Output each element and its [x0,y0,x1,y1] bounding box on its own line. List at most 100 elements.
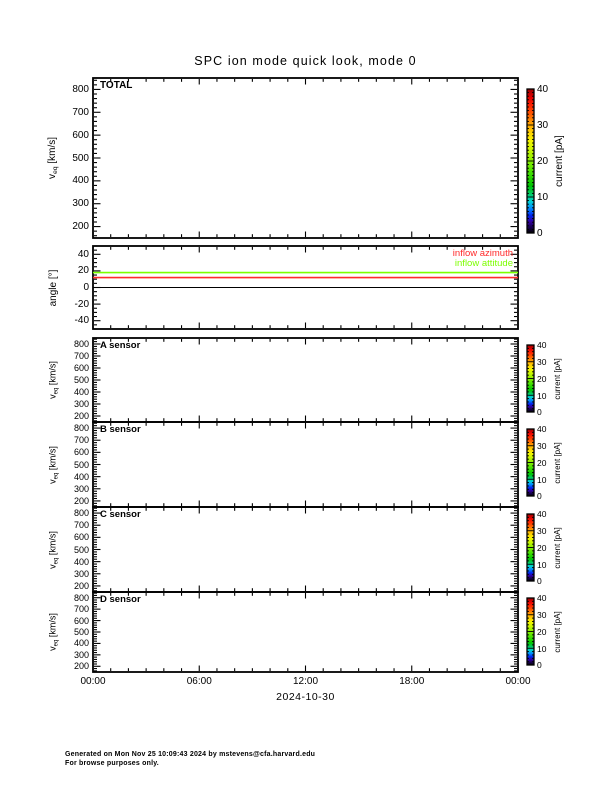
y-tick-label-b: 800 [73,423,89,434]
y-axis-title-c-main: v [47,563,58,569]
x-tick-label: 06:00 [186,676,212,687]
colorbar-title-c-unit: [pA] [553,526,562,544]
y-tick-label-c: 700 [73,520,89,531]
colorbar-tick-label-d: 30 [537,610,547,620]
panel-label-d: D sensor [100,593,141,605]
y-tick-label-a: 700 [73,351,89,361]
colorbar-title-b: current [pA] [553,441,562,483]
x-axis-date-label: 2024-10-30 [276,691,335,703]
y-axis-title-d-sub: eq [52,639,60,647]
panel-angle [92,245,519,330]
y-tick-label-c: 600 [73,532,89,543]
y-tick-label-c: 500 [73,544,89,555]
panel-border-total [92,77,519,239]
y-tick-label-d: 300 [73,649,89,660]
colorbar-tick-label-d: 20 [537,626,547,637]
panel-c [92,506,535,593]
panel-total [92,77,535,239]
colorbar-tick-label-d: 40 [537,593,547,604]
y-tick-label-d: 500 [73,627,89,637]
footer: Generated on Mon Nov 25 10:09:43 2024 by… [65,750,315,768]
y-axis-title-a-main: v [47,394,58,399]
colorbar-tick-label-a: 20 [537,373,547,384]
y-tick-label-b: 300 [73,483,89,494]
panel-a [92,337,535,423]
y-tick-label-total: 600 [72,129,89,141]
colorbar-tick-label-c: 0 [537,576,542,587]
y-tick-label-total: 200 [72,221,89,233]
x-tick-label: 12:00 [292,676,319,687]
y-tick-label-total: 500 [72,152,89,164]
y-tick-label-a: 600 [73,363,89,373]
y-axis-title-angle: angle [°] [48,269,59,306]
colorbar-tick-label-b: 10 [537,474,547,485]
y-tick-label-total: 800 [72,83,89,95]
y-axis-title-c: veq [km/s] [47,531,59,569]
y-axis-title-angle-main: angle [48,281,59,306]
y-tick-label-b: 400 [73,471,89,482]
y-tick-label-angle: 0 [83,282,89,293]
y-tick-label-angle: 40 [77,248,89,260]
x-tick-label: 18:00 [399,676,425,687]
x-tick-label: 00:00 [80,676,106,687]
y-axis-title-b-sub: eq [52,472,60,479]
colorbar-tick-label-c: 30 [537,526,547,536]
y-tick-label-d: 400 [73,638,89,649]
y-tick-label-c: 800 [73,508,89,519]
panel-label-a: A sensor [100,339,141,351]
panel-d [92,591,535,673]
y-axis-title-d-unit: [km/s] [47,613,58,640]
colorbar-title-b-unit: [pA] [553,441,562,459]
y-tick-label-a: 300 [73,399,89,409]
panel-label-b: B sensor [100,423,141,435]
colorbar-tick-label-c: 10 [537,559,547,570]
y-tick-label-a: 400 [73,387,89,397]
legend-item-inflow-azimuth: inflow azimuth [452,248,513,259]
y-tick-label-total: 400 [72,175,89,187]
colorbar-title-total: current [pA] [554,135,565,187]
panel-border-a [92,337,519,423]
y-tick-label-c: 200 [73,580,89,591]
y-tick-label-d: 800 [73,592,89,603]
y-axis-title-total-sub: eq [52,166,60,175]
y-tick-label-a: 500 [73,375,89,385]
y-axis-title-b-main: v [47,478,58,484]
footer-browse-line: For browse purposes only. [65,760,159,767]
y-tick-label-b: 500 [73,459,89,470]
colorbar-title-total-unit: [pA] [554,135,565,156]
colorbar-title-d-main: current [553,627,562,653]
colorbar-title-d-unit: [pA] [553,610,562,628]
colorbar-tick-label-b: 30 [537,441,547,451]
chart-title: SPC ion mode quick look, mode 0 [194,54,417,68]
x-tick-label: 00:00 [505,676,531,687]
colorbar-tick-label-total: 10 [537,191,549,203]
panel-border-d [92,591,519,673]
y-tick-label-a: 200 [73,411,89,421]
panel-border-c [92,506,519,593]
y-tick-label-b: 600 [73,447,89,458]
panel-border-b [92,421,519,508]
y-axis-title-total-unit: [km/s] [47,136,59,167]
colorbar-title-a-unit: [pA] [553,357,562,375]
colorbar-title-a: current [pA] [553,357,562,399]
y-tick-label-total: 700 [72,106,89,118]
y-tick-label-c: 300 [73,568,89,579]
y-axis-title-b-unit: [km/s] [47,445,58,473]
panel-b [92,421,535,508]
colorbar-tick-label-d: 10 [537,643,547,654]
footer-generated-line: Generated on Mon Nov 25 10:09:43 2024 by… [65,751,316,758]
colorbar-tick-label-total: 40 [537,83,549,95]
y-axis-title-a: veq [km/s] [47,361,59,399]
y-axis-title-d: veq [km/s] [47,613,60,651]
y-axis-title-total-main: v [47,174,59,180]
y-tick-label-d: 200 [73,661,89,672]
y-axis-title-b: veq [km/s] [47,445,60,484]
y-tick-label-b: 700 [73,435,89,446]
y-tick-label-total: 300 [72,198,89,210]
colorbar-tick-label-total: 0 [537,227,543,239]
y-axis-title-angle-unit: [°] [48,269,59,282]
colorbar-tick-label-a: 30 [537,357,547,367]
y-tick-label-angle: -40 [74,315,89,327]
